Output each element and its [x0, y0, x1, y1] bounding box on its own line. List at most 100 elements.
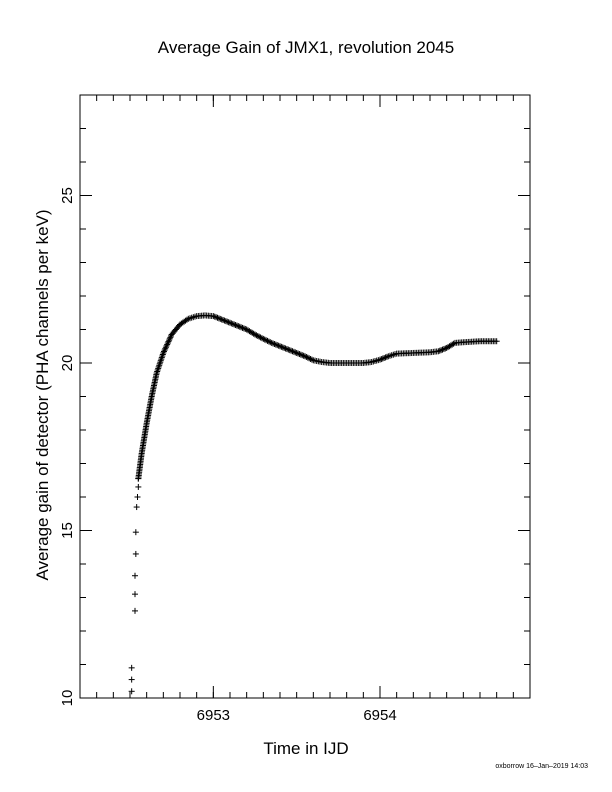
data-point	[132, 591, 138, 598]
data-point	[268, 339, 275, 346]
data-markers	[128, 312, 500, 695]
data-point	[263, 337, 270, 344]
data-point	[297, 351, 304, 358]
data-point	[300, 352, 307, 359]
data-point	[156, 360, 163, 367]
data-point	[215, 315, 222, 322]
data-point	[132, 550, 139, 557]
data-point	[440, 346, 447, 353]
data-point	[128, 664, 135, 671]
data-point	[158, 354, 165, 361]
y-tick-label: 10	[59, 690, 76, 707]
data-point	[229, 320, 236, 327]
data-point	[162, 345, 169, 352]
data-point	[132, 572, 138, 579]
data-point	[290, 348, 297, 355]
data-point	[157, 357, 164, 364]
data-point	[233, 322, 240, 329]
data-point	[285, 346, 292, 353]
data-point	[272, 341, 279, 348]
data-point	[221, 317, 228, 324]
data-point	[307, 355, 314, 362]
data-point	[220, 317, 227, 324]
data-point	[258, 335, 265, 342]
data-point	[154, 368, 161, 375]
data-point	[270, 340, 277, 347]
data-point	[232, 322, 239, 329]
y-tick-label: 15	[59, 522, 76, 539]
data-point	[162, 344, 169, 351]
data-point	[383, 353, 390, 360]
credit-line: oxborrow 16–Jan–2019 14:03	[495, 763, 588, 770]
data-point	[439, 346, 446, 353]
data-point	[132, 607, 138, 614]
data-point	[128, 688, 135, 695]
data-point	[155, 365, 162, 372]
data-point	[160, 348, 167, 355]
data-point	[257, 334, 264, 341]
data-point	[160, 349, 167, 356]
data-point	[442, 345, 449, 352]
data-point	[296, 351, 303, 358]
y-axis-label: Average gain of detector (PHA channels p…	[33, 209, 52, 580]
data-point	[183, 316, 190, 323]
data-point	[166, 335, 173, 342]
chart-title: Average Gain of JMX1, revolution 2045	[158, 38, 454, 57]
data-point	[288, 347, 295, 354]
data-point	[132, 529, 139, 536]
data-point	[299, 352, 306, 359]
data-point	[283, 346, 290, 353]
data-point	[278, 343, 285, 350]
data-point	[242, 325, 249, 332]
data-point	[210, 313, 217, 320]
data-point	[156, 362, 163, 369]
data-point	[239, 324, 246, 331]
data-point	[378, 356, 385, 363]
data-point	[286, 347, 293, 354]
data-point	[158, 356, 165, 363]
data-point	[155, 363, 162, 370]
data-point	[217, 315, 224, 322]
data-point	[134, 494, 141, 500]
data-point	[164, 341, 171, 348]
data-point	[438, 347, 445, 354]
data-point	[163, 342, 170, 349]
data-point	[450, 340, 457, 347]
x-axis-label: Time in IJD	[263, 739, 348, 758]
axis-ticks	[79, 94, 531, 699]
data-point	[493, 338, 500, 345]
data-point	[304, 354, 311, 361]
data-point	[135, 483, 142, 490]
data-point	[252, 331, 258, 338]
data-point	[302, 353, 308, 360]
data-point	[379, 355, 386, 362]
data-point	[271, 341, 278, 348]
data-point	[265, 338, 272, 345]
data-point	[218, 316, 225, 323]
data-point	[381, 354, 388, 361]
x-tick-label: 6953	[197, 707, 230, 724]
data-point	[165, 338, 172, 345]
data-point	[260, 335, 267, 342]
x-tick-label: 6954	[363, 707, 396, 724]
plot-frame	[79, 94, 531, 699]
data-point	[227, 319, 233, 326]
data-point	[261, 336, 268, 343]
data-point	[254, 332, 261, 339]
data-point	[308, 356, 315, 363]
data-point	[228, 320, 235, 327]
data-point	[153, 370, 160, 377]
data-point	[214, 314, 221, 321]
data-point	[303, 353, 310, 360]
data-point	[275, 342, 282, 349]
data-point	[279, 344, 286, 351]
data-point	[281, 344, 288, 351]
data-point	[224, 318, 231, 325]
data-point	[238, 324, 245, 331]
data-point	[167, 334, 174, 341]
data-point	[236, 323, 243, 330]
data-point	[225, 319, 232, 326]
data-point	[292, 349, 299, 356]
data-point	[161, 347, 168, 354]
